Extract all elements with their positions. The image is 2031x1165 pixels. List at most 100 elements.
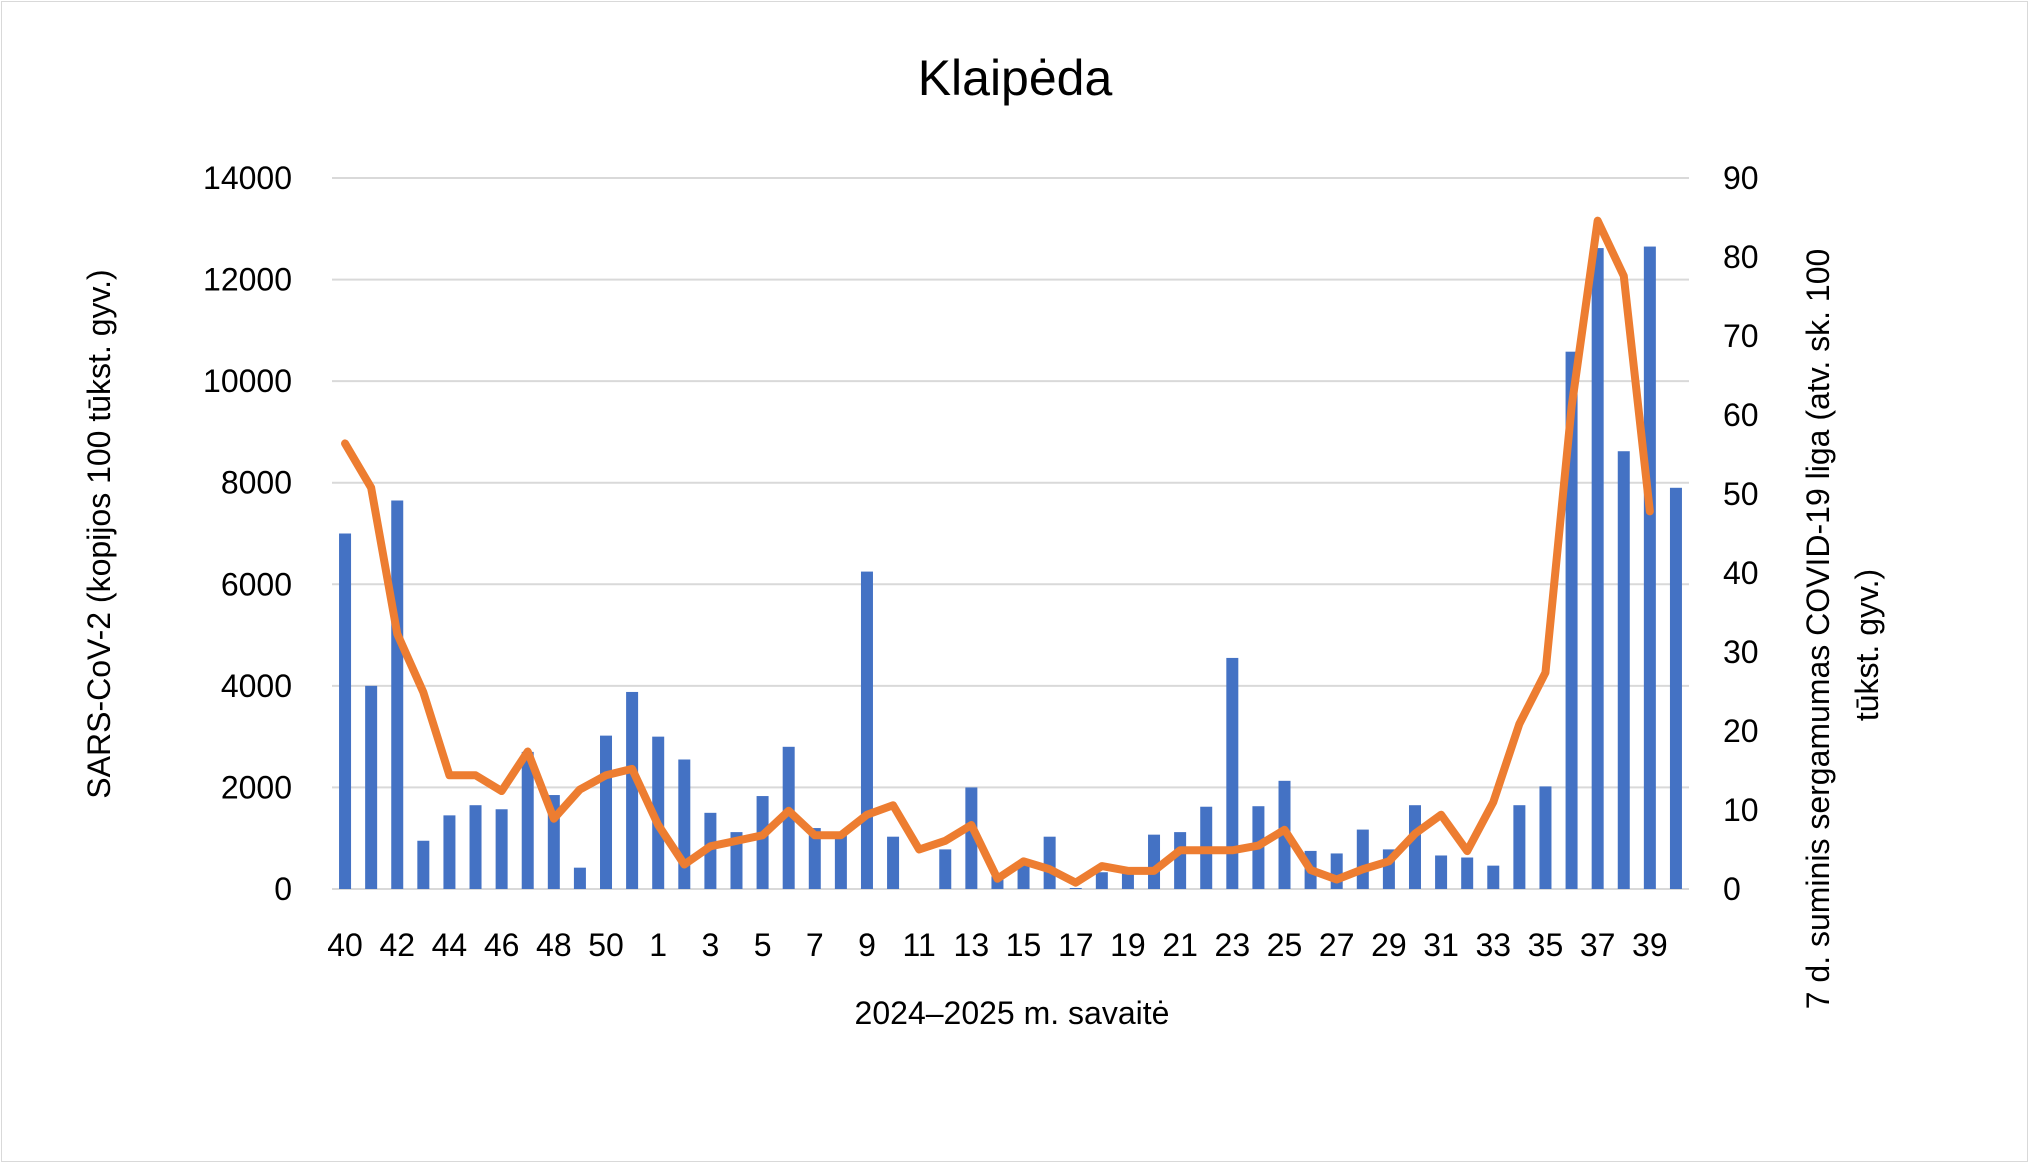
y-tick-label: 0 xyxy=(274,871,292,907)
x-tick-label: 1 xyxy=(649,927,667,963)
bar-week-41 xyxy=(365,685,378,889)
x-axis: 40 42 44 46 48 50 1 3 5 7 9 11 13 15 17 19 21 23 25 27 29 31 3… xyxy=(327,927,1667,963)
bar-week-47 xyxy=(521,751,534,889)
bar-week-42 xyxy=(391,500,404,889)
bar-week-49 xyxy=(573,867,586,889)
chart-title: Klaipėda xyxy=(918,50,1113,106)
x-tick-label: 3 xyxy=(701,927,719,963)
y2-tick-label: 0 xyxy=(1723,871,1741,907)
bar-week-8 xyxy=(860,571,873,889)
bar-week-26 xyxy=(1330,853,1343,889)
y-tick-label: 4000 xyxy=(221,668,292,704)
bar-week-20 xyxy=(1174,832,1187,889)
y2-tick-label: 50 xyxy=(1723,476,1759,512)
bar-week-7 xyxy=(834,833,847,889)
y-axis-left: 0 2000 4000 6000 8000 10000 12000 14000 xyxy=(203,160,292,907)
x-tick-label: 17 xyxy=(1058,927,1094,963)
x-axis-title: 2024–2025 m. savaitė xyxy=(855,995,1170,1031)
bar-week-14 xyxy=(1017,862,1030,889)
bar-week-18 xyxy=(1121,871,1134,889)
y2-tick-label: 10 xyxy=(1723,792,1759,828)
bar-series xyxy=(339,246,1682,889)
y-tick-label: 14000 xyxy=(203,160,292,196)
x-tick-label: 35 xyxy=(1528,927,1564,963)
x-tick-label: 21 xyxy=(1162,927,1198,963)
x-tick-label: 19 xyxy=(1110,927,1146,963)
bar-week-45 xyxy=(469,805,482,889)
bar-week-29 xyxy=(1408,805,1421,889)
x-tick-label: 13 xyxy=(954,927,990,963)
x-tick-label: 48 xyxy=(536,927,572,963)
bar-week-27 xyxy=(1356,829,1369,889)
bar-week-52 xyxy=(652,736,665,889)
y-tick-label: 6000 xyxy=(221,566,292,602)
y2-tick-label: 40 xyxy=(1723,555,1759,591)
bar-week-46 xyxy=(495,809,508,889)
x-tick-label: 46 xyxy=(484,927,520,963)
bar-week-36 xyxy=(1591,248,1604,889)
x-tick-label: 5 xyxy=(754,927,772,963)
y2-tick-label: 90 xyxy=(1723,160,1759,196)
bar-week-34 xyxy=(1539,786,1552,889)
bar-week-37 xyxy=(1617,451,1630,889)
x-tick-label: 40 xyxy=(327,927,363,963)
bar-week-50 xyxy=(600,735,613,889)
bar-week-31 xyxy=(1461,857,1474,889)
y-axis-right: 0 10 20 30 40 50 60 70 80 90 xyxy=(1723,160,1759,907)
x-tick-label: 44 xyxy=(432,927,468,963)
y-tick-label: 12000 xyxy=(203,262,292,298)
y-axis-right-title-line2: tūkst. gyv.) xyxy=(1849,569,1885,721)
bar-week-32 xyxy=(1487,865,1500,889)
y2-tick-label: 80 xyxy=(1723,239,1759,275)
bar-week-19 xyxy=(1148,834,1161,889)
bar-week-3 xyxy=(730,832,743,889)
x-tick-label: 15 xyxy=(1006,927,1042,963)
y-tick-label: 8000 xyxy=(221,465,292,501)
bar-week-11 xyxy=(939,849,952,889)
bar-week-15 xyxy=(1043,836,1056,889)
bar-week-39 xyxy=(1669,487,1682,889)
bar-week-22 xyxy=(1226,657,1239,889)
y-axis-right-title-line1: 7 d. suminis sergamumas COVID-19 liga (a… xyxy=(1800,249,1836,1010)
bar-week-30 xyxy=(1435,855,1448,889)
bar-week-5 xyxy=(782,746,795,889)
bar-week-16 xyxy=(1069,887,1082,889)
bar-week-51 xyxy=(626,691,639,889)
y-tick-label: 2000 xyxy=(221,769,292,805)
y2-tick-label: 20 xyxy=(1723,713,1759,749)
x-tick-label: 9 xyxy=(858,927,876,963)
x-tick-label: 7 xyxy=(806,927,824,963)
bar-week-43 xyxy=(417,840,430,889)
bar-week-38 xyxy=(1643,246,1656,889)
x-tick-label: 39 xyxy=(1632,927,1668,963)
x-tick-label: 42 xyxy=(379,927,415,963)
y2-tick-label: 30 xyxy=(1723,634,1759,670)
x-tick-label: 25 xyxy=(1267,927,1303,963)
bar-week-4 xyxy=(756,796,769,889)
bar-week-9 xyxy=(887,836,900,889)
x-tick-label: 50 xyxy=(588,927,624,963)
bar-week-40 xyxy=(339,533,352,889)
y-axis-left-title: SARS-CoV-2 (kopijos 100 tūkst. gyv.) xyxy=(81,269,117,798)
y-tick-label: 10000 xyxy=(203,363,292,399)
line-series xyxy=(341,216,1654,887)
x-tick-label: 23 xyxy=(1215,927,1251,963)
bar-week-17 xyxy=(1095,872,1108,889)
y2-tick-label: 70 xyxy=(1723,318,1759,354)
x-tick-label: 33 xyxy=(1475,927,1511,963)
x-tick-label: 11 xyxy=(903,927,936,963)
x-tick-label: 29 xyxy=(1371,927,1407,963)
y2-tick-label: 60 xyxy=(1723,397,1759,433)
bar-week-12 xyxy=(965,787,978,889)
bar-week-35 xyxy=(1565,351,1578,889)
x-tick-label: 27 xyxy=(1319,927,1355,963)
bar-week-6 xyxy=(808,828,821,889)
bar-week-1 xyxy=(678,759,691,889)
bar-week-33 xyxy=(1513,805,1526,889)
x-tick-label: 31 xyxy=(1423,927,1459,963)
line-incidence xyxy=(341,216,1654,887)
bar-week-44 xyxy=(443,815,456,889)
x-tick-label: 37 xyxy=(1580,927,1616,963)
